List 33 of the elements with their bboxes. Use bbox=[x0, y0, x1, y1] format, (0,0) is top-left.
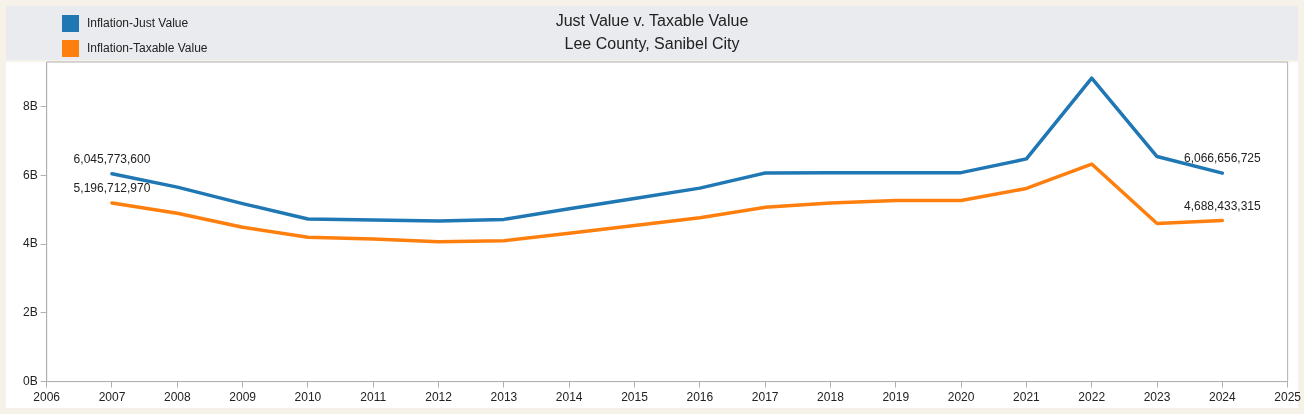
x-tick-label: 2023 bbox=[1143, 390, 1171, 405]
y-tick-label: 4B bbox=[22, 236, 38, 251]
x-tick-label: 2020 bbox=[947, 390, 975, 405]
x-tick-label: 2014 bbox=[555, 390, 583, 405]
data-label: 4,688,433,315 bbox=[1183, 198, 1262, 213]
data-label: 6,066,656,725 bbox=[1183, 151, 1262, 166]
data-label: 5,196,712,970 bbox=[73, 181, 151, 196]
x-tick-label: 2024 bbox=[1208, 390, 1237, 405]
x-tick-label: 2019 bbox=[882, 390, 910, 405]
x-tick-label: 2010 bbox=[294, 390, 322, 405]
y-tick-label: 8B bbox=[22, 98, 38, 113]
x-tick-label: 2015 bbox=[621, 390, 649, 405]
y-tick-label: 2B bbox=[22, 305, 38, 320]
x-tick-label: 2021 bbox=[1013, 390, 1041, 405]
x-tick-label: 2006 bbox=[33, 390, 61, 405]
legend-label: Inflation-Just Value bbox=[87, 16, 189, 31]
x-tick-label: 2016 bbox=[686, 390, 714, 405]
x-tick-label: 2009 bbox=[229, 390, 257, 405]
x-tick-label: 2008 bbox=[163, 390, 191, 405]
chart-subtitle: Lee County, Sanibel City bbox=[564, 35, 740, 53]
data-label: 6,045,773,600 bbox=[73, 152, 151, 167]
x-tick-label: 2012 bbox=[425, 390, 453, 405]
x-tick-label: 2018 bbox=[817, 390, 845, 405]
x-tick-label: 2022 bbox=[1078, 390, 1106, 405]
y-tick-label: 6B bbox=[22, 167, 38, 182]
chart-title: Just Value v. Taxable Value bbox=[555, 12, 749, 30]
legend-label: Inflation-Taxable Value bbox=[87, 41, 208, 56]
x-tick-label: 2017 bbox=[751, 390, 779, 405]
x-tick-label: 2013 bbox=[490, 390, 518, 405]
x-tick-label: 2025 bbox=[1274, 390, 1302, 405]
y-tick-label: 0B bbox=[22, 373, 38, 388]
x-tick-label: 2007 bbox=[98, 390, 126, 405]
x-tick-label: 2011 bbox=[360, 390, 387, 405]
